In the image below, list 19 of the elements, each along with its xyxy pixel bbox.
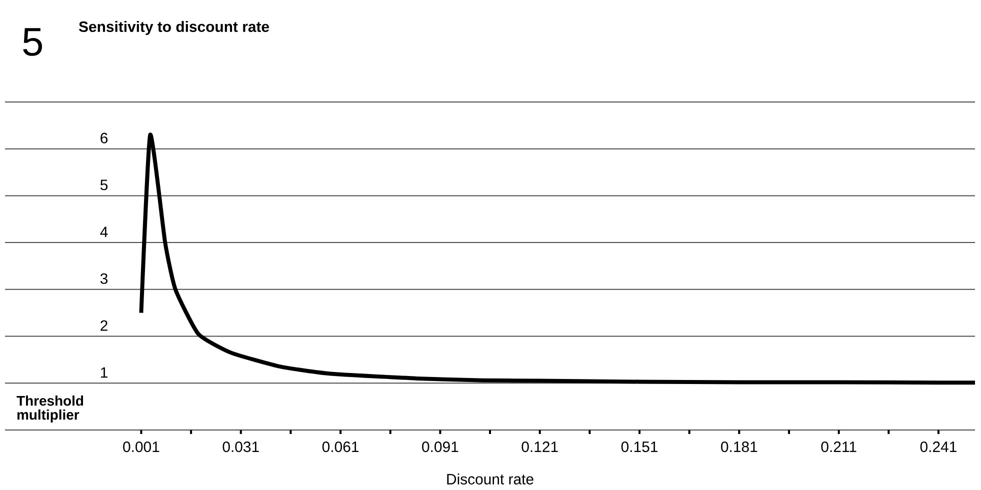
x-tick-label: 0.061 [322, 442, 358, 452]
y-tick-label: 2 [100, 320, 108, 331]
y-tick-label: 5 [100, 180, 108, 190]
y-tick-label: 1 [100, 367, 108, 378]
x-axis-title: Discount rate [447, 474, 534, 484]
x-tick-label: 0.181 [721, 442, 758, 452]
y-axis-title: Threshold multiplier [16, 396, 84, 422]
x-tick-label: 0.121 [522, 442, 558, 452]
x-tick-label: 0.241 [920, 442, 956, 452]
x-tick-label: 0.001 [123, 442, 160, 452]
x-tick-label: 0.091 [422, 442, 458, 452]
y-tick-label: 3 [100, 273, 108, 284]
y-tick-label: 4 [100, 226, 108, 238]
y-tick-label: 6 [100, 132, 108, 144]
x-tick-label: 0.031 [222, 442, 259, 452]
chart-title: Sensitivity to discount rate [78, 21, 269, 35]
text: 5 [23, 28, 42, 56]
x-tick-label: 0.211 [821, 442, 856, 452]
x-tick-label: 0.151 [621, 442, 658, 452]
